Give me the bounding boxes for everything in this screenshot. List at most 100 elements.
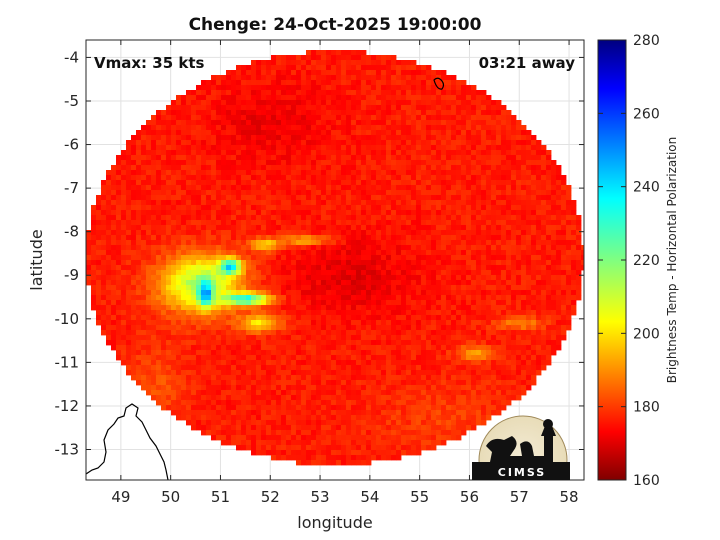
swath-cell	[411, 320, 417, 326]
swath-cell	[306, 340, 312, 346]
swath-cell	[306, 145, 312, 151]
swath-cell	[121, 175, 127, 181]
swath-cell	[291, 120, 297, 126]
swath-cell	[146, 345, 152, 351]
swath-cell	[581, 260, 584, 266]
swath-cell	[391, 275, 397, 281]
swath-cell	[406, 120, 412, 126]
swath-cell	[541, 265, 547, 271]
swath-cell	[501, 290, 507, 296]
swath-cell	[111, 270, 117, 276]
swath-cell	[196, 120, 202, 126]
swath-cell	[291, 130, 297, 136]
swath-cell	[231, 70, 237, 76]
swath-cell	[261, 120, 267, 126]
swath-cell	[136, 140, 142, 146]
swath-cell	[501, 190, 507, 196]
swath-cell	[441, 175, 447, 181]
swath-cell	[316, 130, 322, 136]
swath-cell	[266, 205, 272, 211]
swath-cell	[386, 330, 392, 336]
swath-cell	[196, 100, 202, 106]
swath-cell	[311, 100, 317, 106]
swath-cell	[301, 250, 307, 256]
swath-cell	[326, 295, 332, 301]
swath-cell	[131, 165, 137, 171]
swath-cell	[326, 50, 332, 56]
swath-cell	[326, 65, 332, 71]
swath-cell	[511, 115, 517, 121]
swath-cell	[286, 115, 292, 121]
swath-cell	[186, 205, 192, 211]
swath-cell	[496, 290, 502, 296]
swath-cell	[201, 230, 207, 236]
swath-cell	[206, 125, 212, 131]
swath-cell	[211, 180, 217, 186]
swath-cell	[101, 300, 107, 306]
swath-cell	[301, 105, 307, 111]
swath-cell	[286, 240, 292, 246]
swath-cell	[466, 170, 472, 176]
swath-cell	[101, 225, 107, 231]
swath-cell	[441, 235, 447, 241]
swath-cell	[271, 95, 277, 101]
swath-cell	[521, 170, 527, 176]
swath-cell	[506, 130, 512, 136]
swath-cell	[176, 330, 182, 336]
swath-cell	[396, 160, 402, 166]
swath-cell	[196, 115, 202, 121]
swath-cell	[121, 170, 127, 176]
swath-cell	[391, 195, 397, 201]
swath-cell	[376, 255, 382, 261]
swath-cell	[471, 105, 477, 111]
swath-cell	[436, 90, 442, 96]
swath-cell	[471, 150, 477, 156]
swath-cell	[386, 55, 392, 61]
swath-cell	[251, 165, 257, 171]
swath-cell	[166, 150, 172, 156]
swath-cell	[171, 310, 177, 316]
swath-cell	[396, 315, 402, 321]
swath-cell	[261, 140, 267, 146]
swath-cell	[271, 110, 277, 116]
swath-cell	[461, 255, 467, 261]
swath-cell	[356, 205, 362, 211]
swath-cell	[311, 260, 317, 266]
swath-cell	[351, 70, 357, 76]
swath-cell	[366, 55, 372, 61]
swath-cell	[131, 135, 137, 141]
swath-cell	[271, 190, 277, 196]
swath-cell	[266, 125, 272, 131]
swath-cell	[511, 245, 517, 251]
swath-cell	[191, 140, 197, 146]
swath-cell	[566, 205, 572, 211]
swath-cell	[366, 95, 372, 101]
swath-cell	[516, 130, 522, 136]
swath-cell	[536, 145, 542, 151]
swath-cell	[536, 340, 542, 346]
swath-cell	[461, 175, 467, 181]
swath-cell	[311, 305, 317, 311]
swath-cell	[151, 335, 157, 341]
swath-cell	[271, 270, 277, 276]
swath-cell	[236, 65, 242, 71]
swath-cell	[481, 150, 487, 156]
swath-cell	[251, 140, 257, 146]
swath-cell	[331, 110, 337, 116]
swath-cell	[326, 175, 332, 181]
swath-cell	[286, 320, 292, 326]
swath-cell	[316, 320, 322, 326]
swath-cell	[441, 230, 447, 236]
swath-cell	[106, 270, 112, 276]
swath-cell	[186, 290, 192, 296]
swath-cell	[166, 250, 172, 256]
swath-cell	[221, 325, 227, 331]
swath-cell	[461, 320, 467, 326]
swath-cell	[471, 330, 477, 336]
swath-cell	[296, 240, 302, 246]
swath-cell	[231, 165, 237, 171]
swath-cell	[481, 145, 487, 151]
swath-cell	[136, 185, 142, 191]
swath-cell	[161, 145, 167, 151]
swath-cell	[396, 65, 402, 71]
